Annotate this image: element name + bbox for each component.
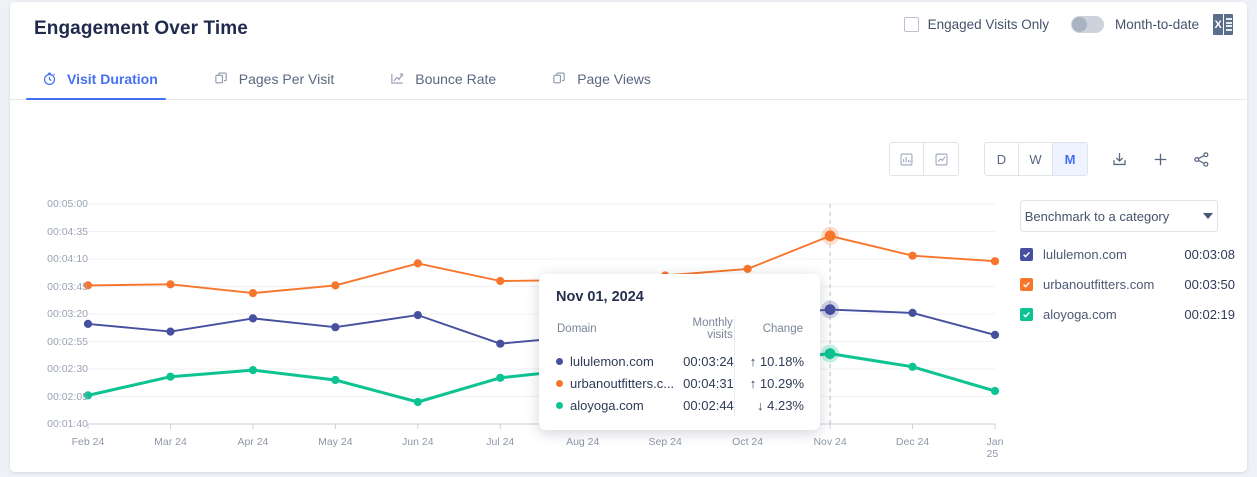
granularity-group: D W M [984, 142, 1088, 176]
share-icon[interactable] [1192, 150, 1211, 169]
tooltip-domain: lululemon.com [556, 350, 674, 372]
benchmark-dropdown[interactable]: Benchmark to a category [1020, 200, 1218, 232]
excel-letter: X [1213, 14, 1224, 35]
tab-bounce-rate[interactable]: Bounce Rate [382, 58, 522, 99]
tab-label: Pages Per Visit [238, 70, 335, 87]
legend-item-urbanoutfitters[interactable]: urbanoutfitters.com 00:03:50 [1020, 277, 1235, 292]
month-to-date-label: Month-to-date [1114, 17, 1199, 32]
y-axis-tick: 00:01:40 [47, 418, 88, 430]
line-chart[interactable] [10, 192, 1010, 442]
benchmark-panel: Benchmark to a category lululemon.com 00… [1020, 200, 1235, 322]
tooltip-change: ↑ 10.18% [733, 350, 804, 372]
stopwatch-icon [42, 71, 57, 86]
y-axis-tick: 00:02:30 [47, 363, 88, 375]
legend-item-lululemon[interactable]: lululemon.com 00:03:08 [1020, 247, 1235, 262]
chart-tooltip: Nov 01, 2024 Domain Monthly visits Chang… [539, 274, 820, 430]
tooltip-col-change: Change [733, 316, 804, 350]
granularity-d[interactable]: D [985, 143, 1019, 175]
tab-visit-duration[interactable]: Visit Duration [26, 58, 184, 100]
y-axis-tick: 00:03:20 [47, 308, 88, 320]
tooltip-col-visits: Monthly visits [692, 317, 733, 341]
tooltip-change: ↑ 10.29% [733, 372, 804, 394]
x-axis-tick: Jul 24 [486, 436, 515, 448]
benchmark-label: Benchmark to a category [1024, 208, 1170, 224]
pages-icon [214, 71, 229, 86]
tooltip-row: aloyoga.com 00:02:44 ↓ 4.23% [556, 394, 804, 416]
legend-checkbox[interactable] [1020, 308, 1033, 321]
tooltip-value: 00:03:24 [683, 353, 734, 369]
legend-domain: aloyoga.com [1043, 307, 1117, 322]
chart-type-group [889, 142, 959, 176]
legend-domain: urbanoutfitters.com [1043, 277, 1155, 292]
series-color-dot [556, 357, 563, 365]
trend-arrow-icon [390, 71, 405, 86]
legend-item-aloyoga[interactable]: aloyoga.com 00:02:19 [1020, 307, 1235, 322]
engaged-visits-label: Engaged Visits Only [927, 17, 1049, 32]
x-axis-tick: Dec 24 [895, 436, 930, 448]
granularity-m[interactable]: M [1053, 143, 1087, 175]
x-axis-tick: Sep 24 [648, 436, 682, 448]
y-axis-tick: 00:04:35 [47, 225, 88, 238]
y-axis-tick: 00:02:55 [47, 335, 88, 348]
line-chart-icon[interactable] [924, 143, 958, 175]
y-axis-tick: 00:03:45 [47, 280, 88, 293]
engagement-card: Engagement Over Time Engaged Visits Only… [10, 2, 1247, 472]
chart-plot-area: 00:05:00 00:04:35 00:04:10 00:03:45 00:03:20… [10, 192, 1010, 462]
tooltip-value: 00:02:44 [683, 397, 734, 413]
engaged-visits-checkbox[interactable] [903, 17, 919, 32]
tooltip-col-domain: Domain [557, 323, 597, 335]
excel-grid [1224, 14, 1233, 35]
x-axis-tick: Jan 25 [986, 436, 1004, 460]
tab-label: Visit Duration [67, 70, 158, 87]
legend-value: 00:03:08 [1184, 247, 1235, 262]
x-axis-tick: Nov 24 [813, 436, 847, 448]
pages-icon [552, 71, 567, 86]
bar-chart-icon[interactable] [890, 143, 924, 175]
tooltip-domain: aloyoga.com [556, 394, 674, 416]
tooltip-value: 00:04:31 [683, 375, 734, 391]
tab-label: Page Views [577, 70, 651, 87]
legend-domain: lululemon.com [1043, 247, 1127, 262]
tooltip-header-row: Domain Monthly visits Change [556, 316, 804, 350]
y-axis-tick: 00:05:00 [47, 198, 88, 210]
page-title: Engagement Over Time [34, 18, 248, 39]
legend-checkbox[interactable] [1020, 278, 1033, 291]
metric-tabs: Visit Duration Pages Per Visit Bounce Ra… [10, 58, 1247, 100]
x-axis-tick: May 24 [318, 436, 353, 448]
excel-export-icon[interactable]: X [1213, 14, 1233, 35]
card-header: Engagement Over Time Engaged Visits Only… [10, 2, 1247, 58]
legend-checkbox[interactable] [1020, 248, 1033, 261]
header-controls: Engaged Visits Only Month-to-date X [903, 14, 1233, 35]
series-color-dot [556, 379, 563, 387]
tab-page-views[interactable]: Page Views [544, 58, 677, 99]
y-axis-tick: 00:04:10 [47, 253, 88, 265]
series-color-dot [556, 401, 563, 409]
granularity-w[interactable]: W [1019, 143, 1053, 175]
tooltip-domain: urbanoutfitters.c... [556, 372, 674, 394]
legend-value: 00:03:50 [1184, 277, 1235, 292]
month-to-date-toggle[interactable] [1070, 16, 1104, 33]
x-axis-tick: Mar 24 [154, 436, 187, 448]
chart-toolbar: D W M [889, 142, 1211, 176]
chevron-down-icon [1203, 213, 1214, 219]
legend-value: 00:02:19 [1184, 307, 1235, 322]
x-axis-tick: Aug 24 [566, 436, 600, 448]
tooltip-date: Nov 01, 2024 [556, 289, 644, 305]
tooltip-change: ↓ 4.23% [733, 394, 804, 416]
tab-pages-per-visit[interactable]: Pages Per Visit [206, 58, 360, 99]
tooltip-row: urbanoutfitters.c... 00:04:31 ↑ 10.29% [556, 372, 804, 394]
plus-icon[interactable] [1151, 150, 1170, 169]
download-icon[interactable] [1110, 150, 1129, 169]
x-axis-tick: Jun 24 [402, 436, 434, 448]
tooltip-row: lululemon.com 00:03:24 ↑ 10.18% [556, 350, 804, 372]
tab-label: Bounce Rate [415, 70, 497, 87]
y-axis-tick: 00:02:05 [47, 390, 88, 403]
x-axis-tick: Apr 24 [237, 436, 269, 448]
tooltip-table: Domain Monthly visits Change lululemon.c… [556, 316, 804, 416]
x-axis-tick: Feb 24 [71, 436, 105, 448]
x-axis-tick: Oct 24 [732, 436, 764, 448]
